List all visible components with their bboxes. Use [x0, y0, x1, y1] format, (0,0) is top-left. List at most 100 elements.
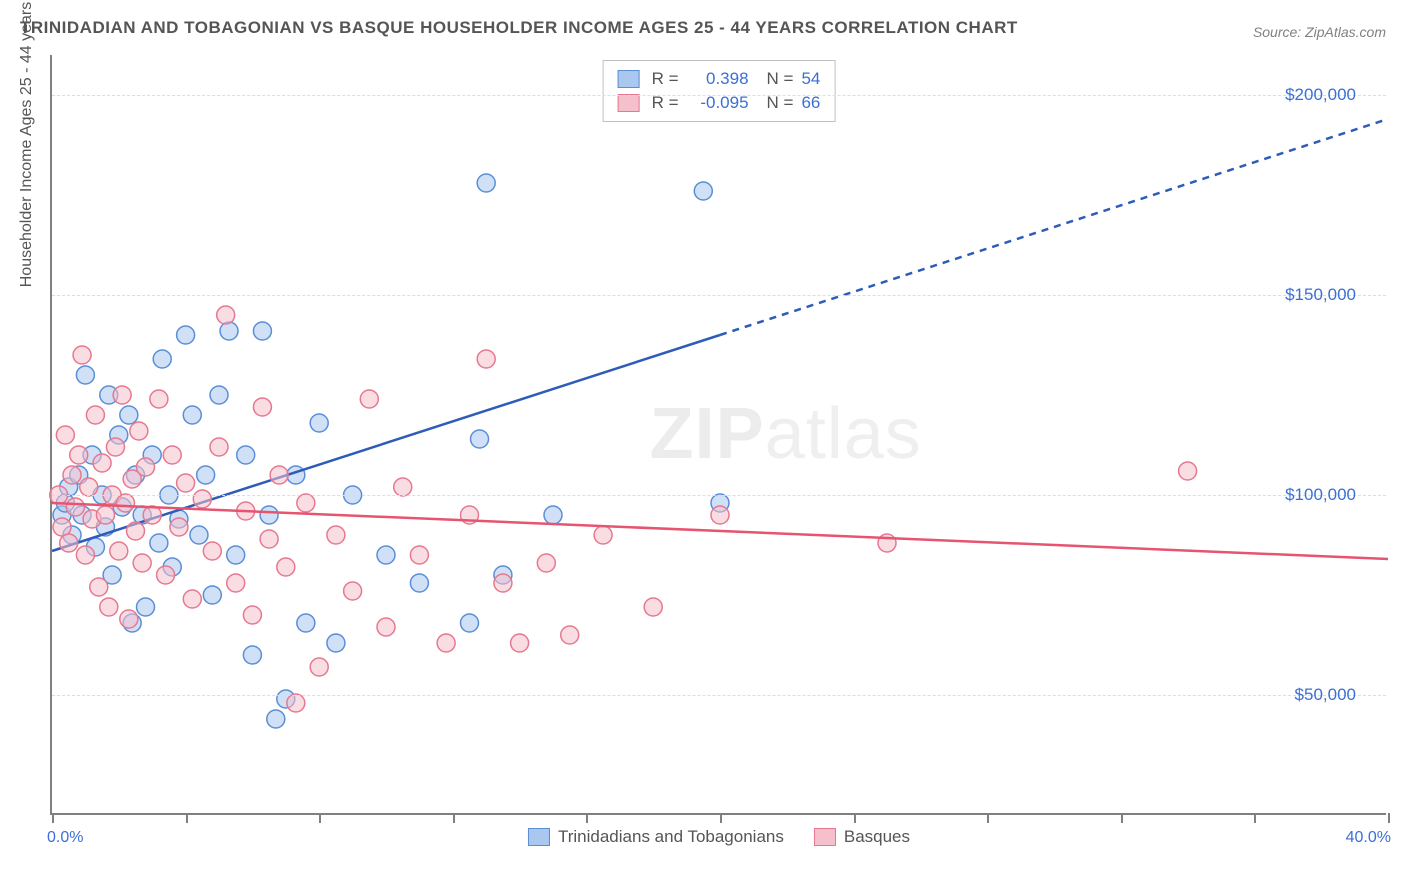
scatter-point: [60, 534, 78, 552]
correlation-chart: TRINIDADIAN AND TOBAGONIAN VS BASQUE HOU…: [0, 0, 1406, 892]
scatter-point: [253, 398, 271, 416]
scatter-point: [150, 534, 168, 552]
scatter-point: [177, 474, 195, 492]
x-tick: [586, 813, 588, 823]
scatter-point: [106, 438, 124, 456]
legend-r-value: 0.398: [687, 69, 749, 89]
legend-row: R = 0.398 N = 54: [618, 67, 821, 91]
scatter-point: [327, 526, 345, 544]
scatter-point: [63, 466, 81, 484]
scatter-point: [471, 430, 489, 448]
scatter-point: [544, 506, 562, 524]
scatter-point: [327, 634, 345, 652]
scatter-point: [377, 546, 395, 564]
scatter-point: [116, 494, 134, 512]
x-tick: [319, 813, 321, 823]
scatter-point: [461, 614, 479, 632]
correlation-legend: R =0.398N =54R =-0.095N =66: [603, 60, 836, 122]
legend-swatch: [814, 828, 836, 846]
scatter-point: [437, 634, 455, 652]
chart-title: TRINIDADIAN AND TOBAGONIAN VS BASQUE HOU…: [20, 18, 1018, 38]
scatter-point: [537, 554, 555, 572]
scatter-point: [297, 494, 315, 512]
scatter-point: [120, 610, 138, 628]
scatter-point: [694, 182, 712, 200]
legend-n-label: N =: [767, 69, 794, 89]
x-tick: [720, 813, 722, 823]
scatter-point: [260, 506, 278, 524]
scatter-point: [253, 322, 271, 340]
scatter-point: [90, 578, 108, 596]
scatter-point: [73, 346, 91, 364]
y-tick-label: $100,000: [1285, 485, 1356, 505]
legend-r-label: R =: [652, 69, 679, 89]
x-tick: [186, 813, 188, 823]
scatter-point: [120, 406, 138, 424]
scatter-point: [217, 306, 235, 324]
scatter-point: [183, 406, 201, 424]
scatter-point: [86, 406, 104, 424]
scatter-point: [150, 390, 168, 408]
scatter-point: [80, 478, 98, 496]
legend-label: Basques: [844, 827, 910, 847]
scatter-point: [190, 526, 208, 544]
series-legend: Trinidadians and TobagoniansBasques: [528, 827, 910, 847]
y-axis-label: Householder Income Ages 25 - 44 years: [18, 2, 36, 288]
legend-n-value: 54: [801, 69, 820, 89]
scatter-point: [137, 598, 155, 616]
x-tick: [453, 813, 455, 823]
scatter-point: [243, 606, 261, 624]
x-tick: [1121, 813, 1123, 823]
legend-r-label: R =: [652, 93, 679, 113]
scatter-point: [477, 350, 495, 368]
legend-n-value: 66: [801, 93, 820, 113]
scatter-point: [70, 446, 88, 464]
y-tick-label: $150,000: [1285, 285, 1356, 305]
scatter-point: [297, 614, 315, 632]
scatter-point: [56, 426, 74, 444]
scatter-point: [183, 590, 201, 608]
y-tick-label: $50,000: [1295, 685, 1356, 705]
scatter-point: [410, 546, 428, 564]
scatter-point: [203, 586, 221, 604]
x-tick: [52, 813, 54, 823]
scatter-point: [394, 478, 412, 496]
scatter-point: [96, 506, 114, 524]
plot-svg: [52, 55, 1386, 813]
scatter-point: [157, 566, 175, 584]
scatter-point: [76, 366, 94, 384]
scatter-point: [153, 350, 171, 368]
legend-swatch: [618, 94, 640, 112]
gridline: [52, 495, 1386, 496]
scatter-point: [110, 542, 128, 560]
scatter-point: [193, 490, 211, 508]
scatter-point: [344, 582, 362, 600]
x-tick: [854, 813, 856, 823]
scatter-point: [260, 530, 278, 548]
scatter-point: [137, 458, 155, 476]
scatter-point: [511, 634, 529, 652]
plot-area: ZIPatlas R =0.398N =54R =-0.095N =66 0.0…: [50, 55, 1386, 815]
gridline: [52, 295, 1386, 296]
scatter-point: [594, 526, 612, 544]
gridline: [52, 95, 1386, 96]
scatter-point: [100, 598, 118, 616]
scatter-point: [220, 322, 238, 340]
scatter-point: [93, 454, 111, 472]
scatter-point: [287, 694, 305, 712]
scatter-point: [270, 466, 288, 484]
scatter-point: [360, 390, 378, 408]
scatter-point: [113, 386, 131, 404]
scatter-point: [76, 546, 94, 564]
legend-item: Basques: [814, 827, 910, 847]
scatter-point: [210, 386, 228, 404]
x-tick: [1254, 813, 1256, 823]
scatter-point: [210, 438, 228, 456]
y-tick-label: $200,000: [1285, 85, 1356, 105]
scatter-point: [377, 618, 395, 636]
scatter-point: [267, 710, 285, 728]
gridline: [52, 695, 1386, 696]
scatter-point: [237, 446, 255, 464]
scatter-point: [227, 574, 245, 592]
legend-n-label: N =: [767, 93, 794, 113]
